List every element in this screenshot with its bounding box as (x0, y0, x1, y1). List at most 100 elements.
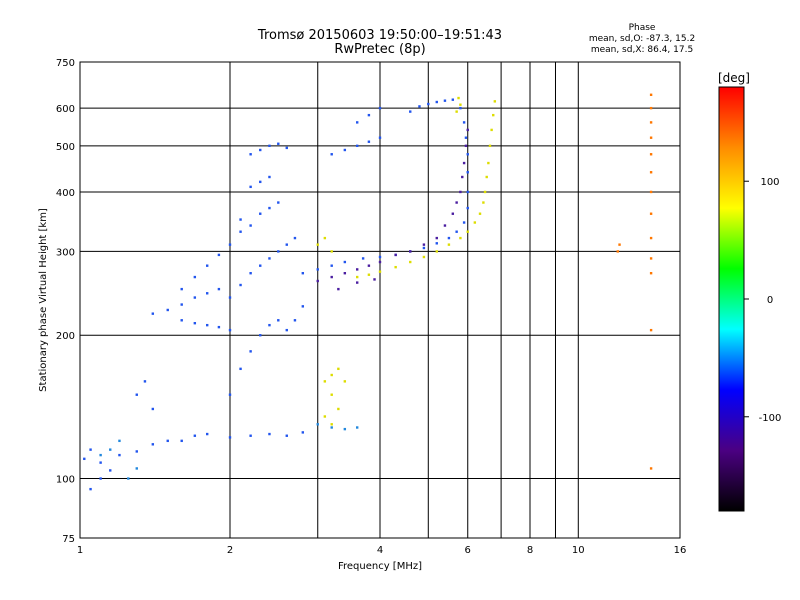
phase-heading: Phase (629, 23, 656, 33)
data-point (466, 230, 469, 233)
data-point (478, 212, 482, 215)
data-point (466, 128, 469, 132)
data-point (180, 287, 183, 291)
x-tick-label: 6 (465, 545, 471, 556)
data-point (435, 242, 438, 245)
data-point (301, 431, 305, 434)
data-point (193, 321, 197, 325)
data-point (239, 230, 242, 233)
data-point (285, 146, 288, 150)
data-point (378, 255, 382, 259)
data-point (135, 450, 138, 453)
data-point (99, 453, 102, 457)
data-point (343, 427, 347, 431)
data-point (378, 260, 382, 264)
data-point (378, 270, 382, 273)
data-point (455, 230, 458, 233)
data-point (268, 323, 271, 327)
data-point (89, 487, 92, 491)
y-tick-label: 300 (56, 247, 75, 258)
data-point (649, 257, 653, 260)
data-point (459, 103, 462, 106)
data-point (109, 448, 112, 451)
data-point (422, 243, 426, 246)
data-point (462, 121, 466, 124)
data-point (259, 264, 262, 267)
data-point (330, 423, 333, 426)
data-point (378, 136, 382, 139)
data-point (493, 100, 497, 103)
data-point (268, 175, 271, 179)
data-point (151, 312, 155, 315)
data-point (361, 257, 365, 260)
data-points (83, 93, 653, 491)
data-point (228, 243, 232, 246)
data-point (443, 224, 447, 227)
data-point (143, 380, 147, 383)
data-point (367, 273, 371, 276)
data-point (451, 98, 455, 101)
data-point (268, 144, 271, 148)
data-point (337, 367, 340, 371)
colorbar-label: [deg] (718, 71, 750, 85)
data-point (485, 175, 488, 179)
data-point (217, 325, 221, 329)
data-point (118, 439, 121, 443)
y-axis-ticks: 75 100 200 300 400 500 600 750 (56, 58, 75, 545)
data-point (466, 206, 469, 210)
data-point (649, 272, 653, 275)
data-point (118, 453, 121, 457)
x-tick-label: 2 (227, 545, 233, 556)
data-point (649, 236, 653, 240)
data-point (427, 102, 430, 106)
data-point (649, 212, 653, 215)
data-point (409, 110, 412, 113)
data-point (316, 279, 319, 283)
data-point (268, 257, 271, 260)
data-point (293, 236, 297, 240)
x-tick-label: 16 (674, 545, 687, 556)
colorbar-tick-label: 100 (760, 177, 779, 188)
data-point (466, 153, 469, 156)
data-point (285, 328, 288, 332)
data-point (330, 153, 333, 156)
data-point (459, 190, 462, 194)
data-point (367, 113, 371, 117)
data-point (466, 190, 469, 194)
data-point (355, 144, 359, 148)
data-point (464, 144, 468, 148)
data-point (89, 448, 92, 451)
data-point (277, 142, 280, 145)
data-point (447, 243, 451, 246)
data-point (459, 236, 462, 240)
data-point (205, 292, 209, 295)
data-point (180, 319, 183, 322)
data-point (316, 268, 319, 271)
data-point (649, 136, 653, 139)
data-point (239, 283, 242, 287)
data-point (343, 272, 347, 275)
data-point (462, 221, 466, 224)
data-point (473, 221, 477, 224)
data-point (151, 443, 155, 446)
data-point (466, 171, 469, 174)
data-point (618, 243, 621, 246)
data-point (180, 303, 183, 306)
data-point (127, 477, 130, 480)
data-point (492, 113, 495, 117)
data-point (323, 415, 327, 418)
data-point (487, 161, 490, 165)
data-point (277, 201, 280, 204)
data-point (355, 268, 359, 271)
data-point (482, 201, 485, 204)
y-axis-label: Stationary phase Virtual Height [km] (38, 208, 49, 392)
x-tick-label: 4 (377, 545, 383, 556)
data-point (259, 212, 262, 215)
data-point (239, 218, 242, 221)
data-point (277, 250, 280, 253)
data-point (330, 426, 333, 429)
data-point (457, 96, 460, 100)
data-point (367, 140, 371, 143)
data-point (151, 407, 155, 411)
